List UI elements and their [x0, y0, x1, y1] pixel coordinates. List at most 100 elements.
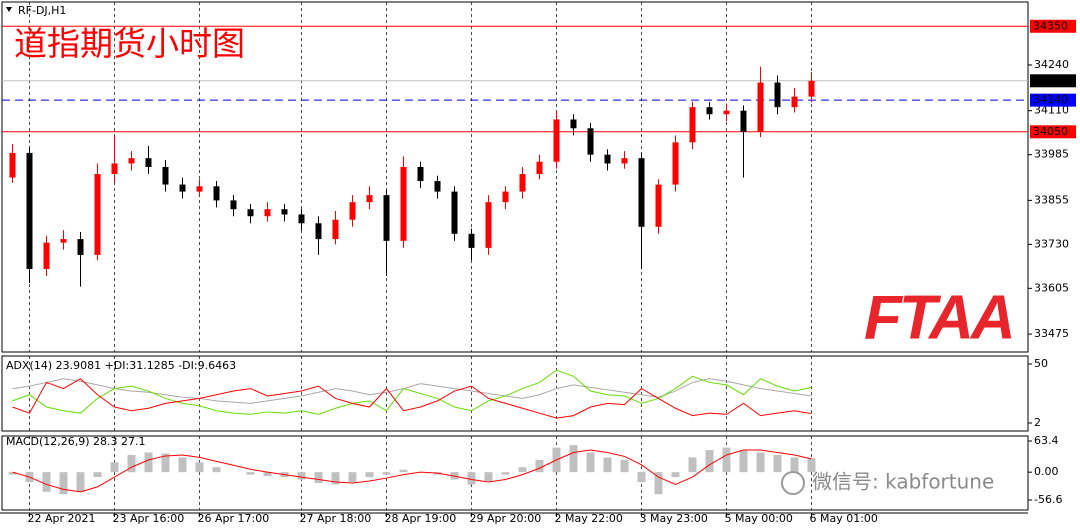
- macd-title: MACD(12,26,9) 28.3 27.1: [6, 435, 146, 448]
- candle-body: [723, 110, 730, 115]
- macd-bar: [331, 472, 340, 485]
- candle-body: [791, 96, 798, 108]
- y-tick-label: 33605: [1034, 281, 1069, 294]
- candle-body: [672, 142, 679, 185]
- candle-body: [179, 184, 186, 192]
- macd-bar: [722, 447, 731, 473]
- macd-bar: [144, 452, 153, 473]
- candle-body: [502, 191, 509, 203]
- macd-bar: [93, 472, 102, 478]
- macd-bar: [127, 454, 136, 473]
- candle-body: [706, 107, 713, 115]
- candle-body: [332, 219, 339, 240]
- candle-body: [468, 233, 475, 248]
- panel-frame: [1, 435, 1029, 511]
- macd-bar: [212, 467, 221, 473]
- macd-bar: [110, 462, 119, 473]
- macd-bar: [501, 472, 510, 475]
- y-tick-label: 50: [1034, 357, 1048, 370]
- macd-bar: [756, 452, 765, 473]
- x-tick-label: 27 Apr 18:00: [300, 512, 372, 525]
- candle-body: [281, 209, 288, 215]
- candle-body: [604, 154, 611, 164]
- macd-bar: [246, 472, 255, 475]
- x-tick-label: 26 Apr 17:00: [198, 512, 270, 525]
- panel-frame: [1, 355, 1029, 432]
- candle-body: [213, 186, 220, 201]
- y-tick-label: 2: [1034, 416, 1041, 429]
- y-tick-label: 34240: [1034, 58, 1069, 71]
- candle-body: [553, 119, 560, 162]
- macd-bar: [161, 453, 170, 473]
- level-label: 34050: [1033, 125, 1068, 138]
- macd-bar: [705, 450, 714, 473]
- level-box: [1030, 125, 1076, 139]
- x-tick-label: 3 May 23:00: [640, 512, 708, 525]
- macd-bar: [314, 472, 323, 483]
- y-tick-label: 0.00: [1034, 465, 1059, 478]
- y-tick-label: 33730: [1034, 237, 1069, 250]
- symbol: RF-DJ,H1: [18, 4, 66, 17]
- level-box: [1030, 19, 1076, 33]
- candle-body: [230, 200, 237, 210]
- candle-body: [587, 128, 594, 155]
- macd-bar: [467, 472, 476, 485]
- macd-bar: [518, 467, 527, 473]
- macd-bar: [195, 462, 204, 473]
- wechat-icon: [781, 471, 805, 495]
- x-tick-label: 29 Apr 20:00: [470, 512, 542, 525]
- x-tick-label: 28 Apr 19:00: [385, 512, 457, 525]
- candle-body: [400, 166, 407, 241]
- macd-bar: [620, 459, 629, 473]
- candle-body: [757, 82, 764, 132]
- macd-bar: [603, 457, 612, 473]
- macd-bar: [688, 457, 697, 473]
- macd-bar: [484, 472, 493, 482]
- candle-body: [94, 174, 101, 255]
- chart-title: 道指期货小时图: [14, 24, 245, 63]
- level-box: [1030, 93, 1076, 107]
- macd-bar: [8, 472, 17, 475]
- y-tick-label: -56.6: [1034, 493, 1062, 506]
- macd-bar: [178, 457, 187, 473]
- macd-bar: [535, 459, 544, 473]
- level-label: 34195: [1033, 74, 1068, 87]
- candle-body: [740, 110, 747, 132]
- candle-body: [638, 158, 645, 227]
- candle-body: [689, 107, 696, 143]
- macd-bar: [399, 469, 408, 473]
- adx-title: ADX(14) 23.9081 +DI:31.1285 -DI:9.6463: [6, 359, 236, 372]
- candle-body: [485, 202, 492, 248]
- candle-body: [621, 158, 628, 164]
- candle-body: [298, 214, 305, 224]
- macd-bar: [637, 472, 646, 482]
- macd-bar: [739, 450, 748, 473]
- y-tick-label: 33985: [1034, 148, 1069, 161]
- watermark: 微信号: kabfortune: [812, 470, 994, 494]
- level-box: [1030, 74, 1076, 88]
- candle-body: [128, 158, 135, 164]
- macd-bar: [59, 472, 68, 495]
- signal-line: [12, 449, 812, 493]
- candle-body: [43, 242, 50, 269]
- candle-body: [451, 191, 458, 234]
- macd-bar: [365, 472, 374, 478]
- x-tick-label: 6 May 01:00: [810, 512, 878, 525]
- candle-body: [519, 174, 526, 192]
- y-tick-label: 33855: [1034, 193, 1069, 206]
- candle-body: [383, 195, 390, 241]
- x-tick-label: 23 Apr 16:00: [113, 512, 185, 525]
- candle-body: [434, 181, 441, 192]
- macd-bar: [42, 472, 51, 492]
- candle-body: [247, 209, 254, 217]
- macd-bar: [654, 472, 663, 495]
- candle-body: [366, 195, 373, 203]
- candle-body: [774, 82, 781, 108]
- x-tick-label: 22 Apr 2021: [28, 512, 96, 525]
- candle-body: [26, 152, 33, 269]
- macd-bar: [773, 454, 782, 473]
- macd-bar: [586, 452, 595, 473]
- macd-bar: [76, 472, 85, 492]
- candle-body: [196, 186, 203, 192]
- y-tick-label: 34110: [1034, 104, 1069, 117]
